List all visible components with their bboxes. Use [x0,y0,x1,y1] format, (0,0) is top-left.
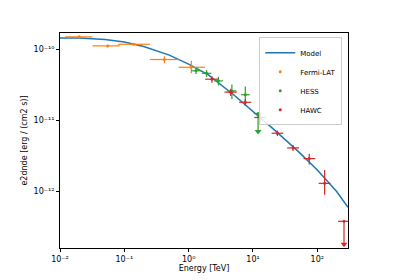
svg-text:Energy [TeV]: Energy [TeV] [179,264,230,273]
svg-text:10⁻¹²: 10⁻¹² [34,187,55,196]
svg-text:10⁻²: 10⁻² [51,255,69,264]
svg-text:10⁻¹⁰: 10⁻¹⁰ [34,45,55,54]
svg-text:10⁰: 10⁰ [182,255,195,264]
svg-text:10⁻¹¹: 10⁻¹¹ [34,116,55,125]
svg-text:10²: 10² [311,255,324,264]
svg-text:10¹: 10¹ [246,255,259,264]
svg-text:Fermi-LAT: Fermi-LAT [300,69,335,77]
svg-text:HAWC: HAWC [300,107,322,115]
svg-text:e2dnde [erg / (cm2 s)]: e2dnde [erg / (cm2 s)] [20,95,29,185]
svg-text:Model: Model [300,50,321,58]
svg-text:HESS: HESS [300,88,319,96]
svg-text:10⁻¹: 10⁻¹ [116,255,134,264]
